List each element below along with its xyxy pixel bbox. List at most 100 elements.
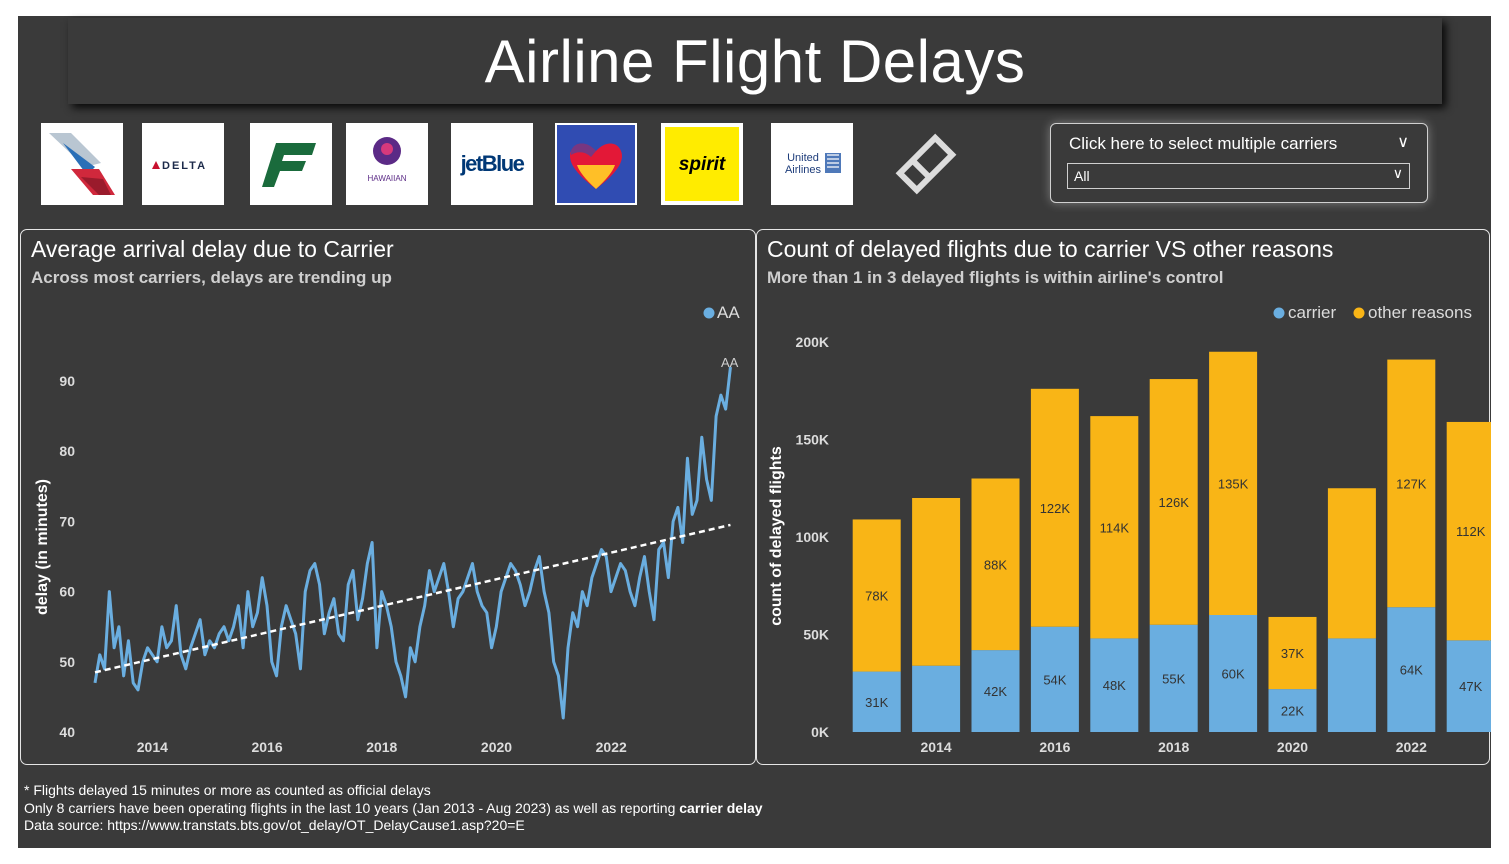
y-tick-label: 40 bbox=[59, 724, 75, 740]
bar-label-carrier: 42K bbox=[984, 684, 1007, 699]
carrier-dropdown[interactable]: All ∨ bbox=[1067, 163, 1410, 189]
bar-label-carrier: 60K bbox=[1222, 667, 1245, 682]
line-chart-panel: Average arrival delay due to Carrier Acr… bbox=[20, 229, 756, 765]
carrier-slicer[interactable]: Click here to select multiple carriers ∨… bbox=[1050, 123, 1428, 203]
southwest-logo-button[interactable] bbox=[555, 123, 637, 205]
legend-marker-other bbox=[1353, 307, 1365, 319]
svg-text:Airlines: Airlines bbox=[785, 164, 822, 176]
hawaiian-logo-button[interactable]: HAWAIIAN bbox=[346, 123, 428, 205]
legend-marker-carrier bbox=[1273, 307, 1285, 319]
svg-text:United: United bbox=[787, 152, 819, 164]
bar-other-reasons bbox=[1387, 359, 1436, 608]
x-tick-label: 2020 bbox=[481, 739, 512, 755]
footnote-1: * Flights delayed 15 minutes or more as … bbox=[24, 782, 431, 798]
delta-logo-button[interactable]: DELTA bbox=[142, 123, 224, 205]
footnote-3: Data source: https://www.transtats.bts.g… bbox=[24, 817, 525, 833]
united-logo-button[interactable]: United Airlines bbox=[771, 123, 853, 205]
y-tick-label: 70 bbox=[59, 513, 75, 529]
bar-other-reasons bbox=[852, 519, 901, 672]
bar-label-carrier: 31K bbox=[865, 695, 888, 710]
bar-chart-subtitle: More than 1 in 3 delayed flights is with… bbox=[767, 268, 1224, 287]
bar-carrier bbox=[1446, 640, 1491, 732]
y-tick-label: 60 bbox=[59, 584, 75, 600]
bar-carrier bbox=[1327, 638, 1376, 732]
american-airlines-logo-icon bbox=[49, 133, 115, 195]
y-tick-label: 50 bbox=[59, 654, 75, 670]
bar-carrier bbox=[852, 671, 901, 732]
spirit-logo-icon: spirit bbox=[665, 127, 739, 201]
bar-carrier bbox=[912, 665, 961, 732]
svg-text:HAWAIIAN: HAWAIIAN bbox=[368, 174, 407, 183]
y-axis-label: count of delayed flights bbox=[768, 446, 785, 626]
y-axis-label: delay (in minutes) bbox=[34, 479, 51, 615]
bar-carrier bbox=[1149, 624, 1198, 732]
bar-label-other: 135K bbox=[1218, 476, 1249, 491]
legend-marker-aa bbox=[703, 307, 715, 319]
title-banner: Airline Flight Delays bbox=[68, 18, 1442, 104]
bar-label-carrier: 22K bbox=[1281, 704, 1304, 719]
x-tick-label: 2014 bbox=[137, 739, 168, 755]
bar-other-reasons bbox=[1090, 416, 1139, 639]
chevron-down-icon[interactable]: ∨ bbox=[1397, 134, 1409, 151]
slicer-title: Click here to select multiple carriers bbox=[1069, 134, 1338, 153]
series-line-aa bbox=[93, 366, 732, 720]
bar-label-other: 114K bbox=[1100, 520, 1130, 535]
y-tick-label: 0K bbox=[811, 724, 829, 740]
trend-line bbox=[94, 523, 731, 674]
bar-other-reasons bbox=[1446, 421, 1491, 641]
bar-carrier bbox=[971, 650, 1020, 732]
jetblue-logo-button[interactable]: jetBlue bbox=[451, 123, 533, 205]
bar-label-other: 122K bbox=[1040, 501, 1071, 516]
y-tick-label: 50K bbox=[803, 627, 829, 643]
bar-carrier bbox=[1268, 689, 1317, 732]
bar-other-reasons bbox=[1327, 488, 1376, 639]
bar-other-reasons bbox=[1268, 616, 1317, 690]
legend-label-carrier: carrier bbox=[1288, 303, 1337, 322]
footnote-2-bold: carrier delay bbox=[679, 799, 763, 816]
delta-logo-icon: DELTA bbox=[152, 160, 205, 172]
frontier-logo-icon bbox=[262, 143, 316, 187]
bar-carrier bbox=[1387, 607, 1436, 732]
x-tick-label: 2022 bbox=[1396, 739, 1427, 755]
clear-selection-button[interactable] bbox=[885, 123, 967, 205]
hawaiian-logo-icon: HAWAIIAN bbox=[368, 137, 407, 183]
bar-label-other: 88K bbox=[984, 557, 1007, 572]
united-logo-icon: United Airlines bbox=[785, 152, 841, 176]
line-chart: 40 50 60 70 80 90 2014 2016 2018 2020 2022 delay (i… bbox=[34, 303, 740, 755]
footnote-2: Only 8 carriers have been operating flig… bbox=[24, 800, 763, 818]
carrier-dropdown-value: All bbox=[1074, 168, 1090, 184]
dropdown-arrow-icon: ∨ bbox=[1392, 165, 1403, 181]
bar-chart-panel: Count of delayed flights due to carrier … bbox=[756, 229, 1491, 765]
line-chart-subtitle: Across most carriers, delays are trendin… bbox=[31, 268, 392, 287]
american-airlines-logo-button[interactable] bbox=[41, 123, 123, 205]
y-tick-label: 150K bbox=[796, 432, 829, 448]
bar-label-other: 78K bbox=[865, 589, 888, 604]
page-title: Airline Flight Delays bbox=[484, 27, 1026, 95]
y-tick-label: 90 bbox=[59, 373, 75, 389]
legend-label-other: other reasons bbox=[1368, 303, 1472, 322]
x-tick-label: 2018 bbox=[1158, 739, 1189, 755]
bar-other-reasons bbox=[971, 478, 1020, 651]
bar-label-carrier: 64K bbox=[1400, 663, 1423, 678]
spirit-logo-button[interactable]: spirit bbox=[661, 123, 743, 205]
bar-carrier bbox=[1090, 638, 1139, 732]
bar-label-other: 126K bbox=[1159, 495, 1190, 510]
y-tick-label: 100K bbox=[796, 529, 829, 545]
x-tick-label: 2022 bbox=[596, 739, 627, 755]
bar-carrier bbox=[1030, 626, 1079, 732]
legend-label-aa: AA bbox=[717, 303, 740, 322]
bar-label-carrier: 55K bbox=[1162, 671, 1185, 686]
bar-label-carrier: 54K bbox=[1043, 672, 1066, 687]
line-chart-title: Average arrival delay due to Carrier bbox=[31, 236, 394, 262]
bar-other-reasons bbox=[1149, 379, 1198, 625]
eraser-icon bbox=[895, 133, 957, 195]
bar-carrier bbox=[1209, 615, 1258, 732]
frontier-logo-button[interactable] bbox=[250, 123, 332, 205]
bar-other-reasons bbox=[1030, 388, 1079, 627]
southwest-logo-icon bbox=[557, 125, 635, 203]
x-tick-label: 2014 bbox=[921, 739, 952, 755]
svg-text:jetBlue: jetBlue bbox=[460, 151, 525, 176]
x-tick-label: 2020 bbox=[1277, 739, 1308, 755]
bar-other-reasons bbox=[912, 498, 961, 666]
footnote-2-text: Only 8 carriers have been operating flig… bbox=[24, 799, 680, 816]
